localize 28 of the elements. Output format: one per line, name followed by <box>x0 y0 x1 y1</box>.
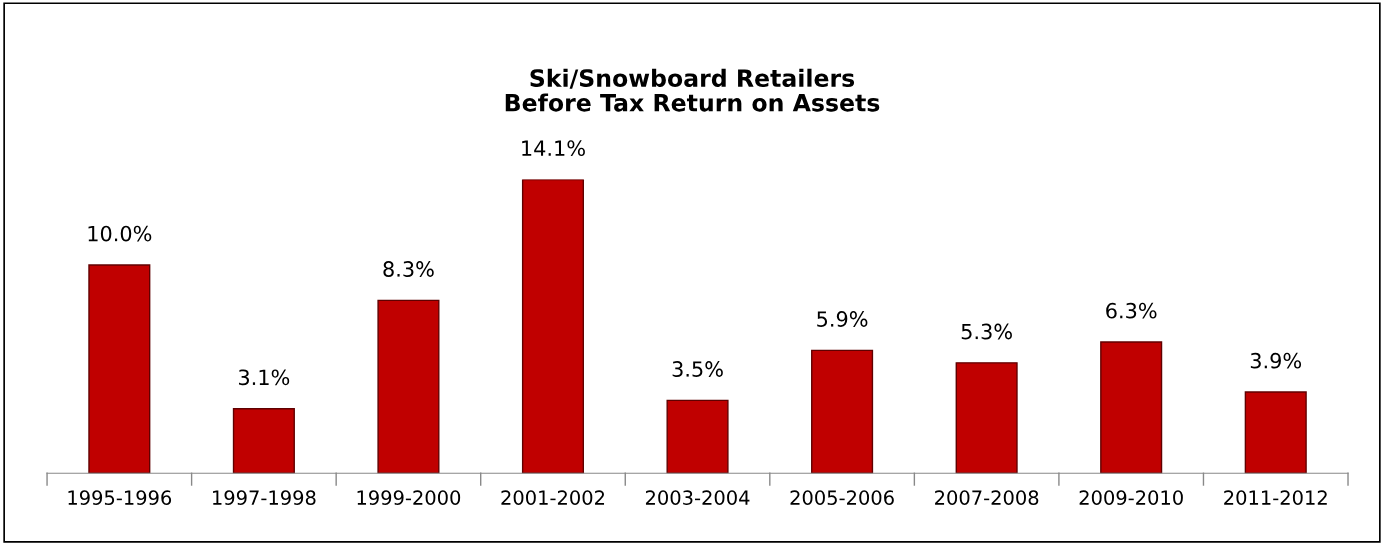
bar <box>521 179 585 474</box>
bar <box>88 264 151 474</box>
bar <box>811 349 874 474</box>
x-tick-label: 2003-2004 <box>645 490 750 505</box>
x-tick-label: 1995-1996 <box>68 490 172 505</box>
x-tick-label: 2005-2006 <box>790 490 894 505</box>
data-label: 3.1% <box>239 369 290 386</box>
x-tick-label: 2011-2012 <box>1224 490 1327 505</box>
bar <box>377 299 440 474</box>
bar <box>1244 391 1307 474</box>
x-tick-label: 1997-1998 <box>213 490 316 505</box>
data-label: 10.0% <box>88 225 152 242</box>
data-label: 8.3% <box>383 261 434 277</box>
x-tick-label: 1999-2000 <box>357 490 461 505</box>
bar <box>1100 341 1163 474</box>
data-label: 5.9% <box>817 311 868 327</box>
x-tick-label: 2001-2002 <box>501 490 605 505</box>
data-label: 5.3% <box>961 323 1012 340</box>
bar <box>232 407 295 474</box>
bar <box>666 399 729 474</box>
x-tick-label: 2009-2010 <box>1079 490 1183 505</box>
x-tick-label: 2007-2008 <box>935 490 1039 505</box>
data-label: 14.1% <box>522 140 585 157</box>
bar <box>955 362 1018 474</box>
data-label: 3.9% <box>1250 352 1302 369</box>
data-label: 6.3% <box>1106 302 1157 319</box>
data-label: 3.5% <box>672 361 723 377</box>
chart-title: Ski/Snowboard Retailers Before Tax Return on Assets <box>505 68 880 112</box>
